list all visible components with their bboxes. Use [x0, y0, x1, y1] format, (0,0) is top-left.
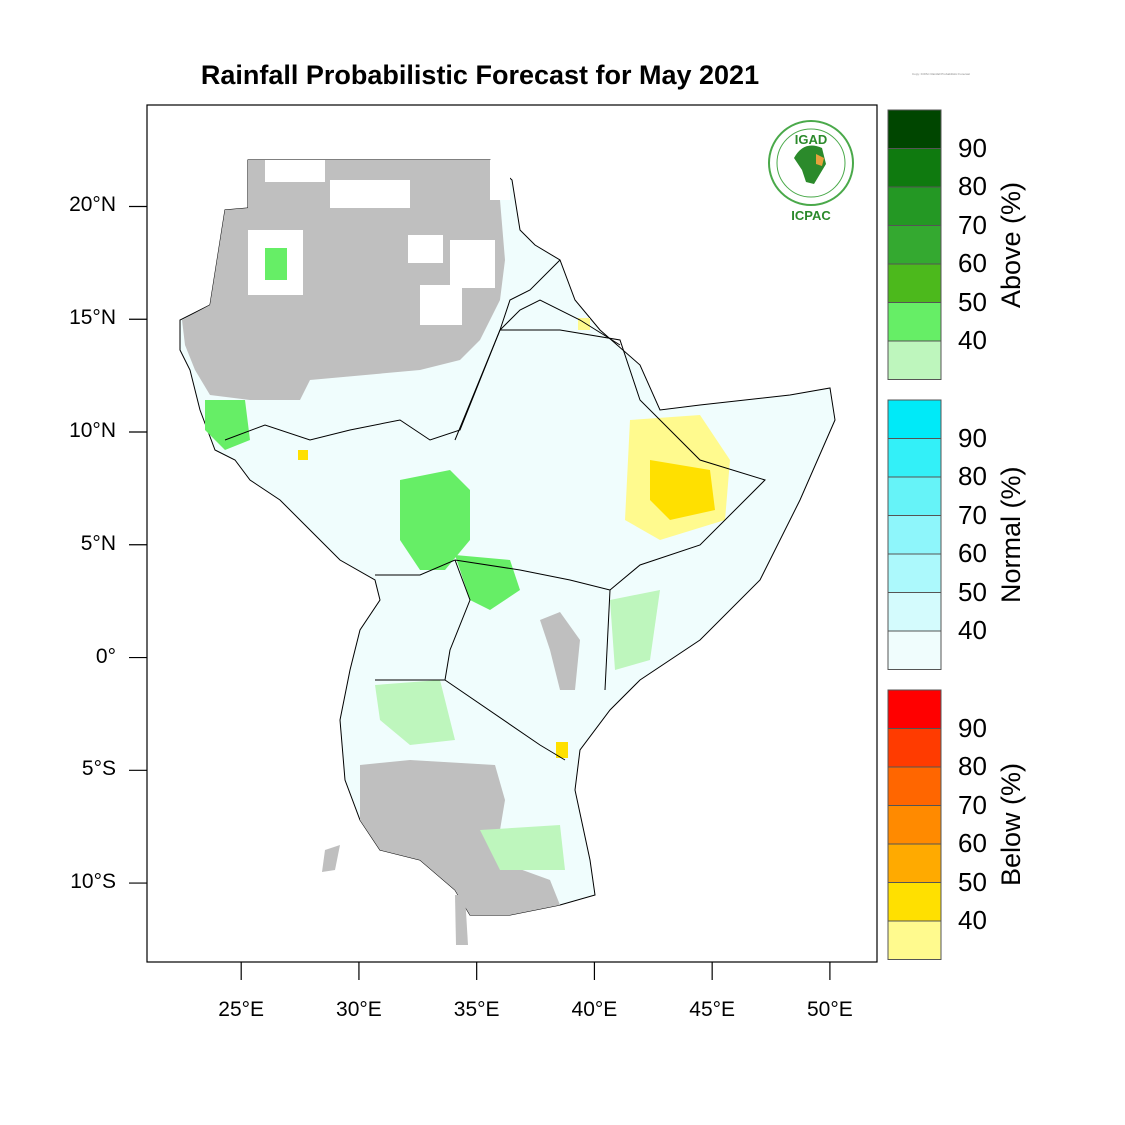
legend-swatch-normal	[887, 553, 942, 593]
legend-label-below: 40	[958, 905, 987, 935]
map-layers	[179, 159, 836, 945]
lat-tick-label: 10°S	[70, 870, 116, 894]
legend-label-normal: 90	[958, 422, 987, 453]
legend-swatch-above	[887, 225, 942, 265]
legend-label-normal: 70	[958, 499, 987, 530]
north-gap	[408, 235, 443, 263]
lon-tick-label: 45°E	[689, 998, 736, 1021]
axis-ticks	[129, 205, 831, 980]
legend-swatch-above	[887, 186, 942, 226]
north-gap	[490, 160, 510, 200]
legend-swatch-below	[887, 920, 942, 960]
legend-swatch-normal	[887, 592, 942, 632]
above-normal-somalia	[610, 590, 660, 670]
legend-title-normal: Normal (%)	[996, 466, 1026, 603]
lat-tick-label: 10°N	[69, 419, 116, 442]
north-gap	[330, 180, 410, 208]
below-normal-ogaden-core	[650, 460, 715, 520]
legend-swatch-above	[887, 340, 942, 380]
legend-swatch-below	[887, 843, 942, 883]
lon-tick-label: 35°E	[453, 998, 500, 1021]
legend-swatch-normal	[887, 630, 942, 670]
above-normal-west	[205, 400, 250, 450]
lat-tick-label: 20°N	[69, 193, 116, 217]
legend-label-below: 90	[958, 712, 987, 743]
logo-top-text: IGAD	[795, 132, 828, 147]
icpac-logo: IGAD ICPAC	[768, 120, 854, 223]
legend-swatch-above	[887, 263, 942, 303]
above-normal-tanzania	[480, 825, 565, 870]
legend-title-above: Above (%)	[996, 181, 1026, 308]
above-normal-lake	[375, 680, 455, 745]
above-normal-uganda-kenya	[455, 555, 520, 610]
legend-swatch-below	[887, 689, 942, 729]
north-green-cell	[265, 248, 287, 280]
legend-swatch-above	[887, 302, 942, 342]
no-forecast-south	[360, 760, 560, 915]
lon-tick-label: 40°E	[571, 998, 618, 1021]
north-gap	[265, 160, 325, 182]
legend-label-above: 70	[958, 209, 987, 240]
lon-tick-label: 50°E	[807, 998, 853, 1021]
above-normal-south-sudan	[400, 470, 470, 570]
legend-swatch-below	[887, 805, 942, 845]
legend-label-above: 50	[958, 286, 987, 317]
below-normal-cell	[556, 742, 568, 758]
legend-label-above: 90	[958, 132, 987, 163]
legend-label-below: 80	[958, 751, 987, 781]
legend-label-normal: 40	[958, 615, 987, 645]
legend-label-above: 60	[958, 248, 987, 278]
logo-bottom-text: ICPAC	[791, 208, 831, 223]
legend-swatch-normal	[887, 476, 942, 516]
legend-label-normal: 60	[958, 538, 987, 568]
legend-bars	[887, 109, 942, 960]
legend-swatch-above	[887, 109, 942, 149]
legend-swatch-above	[887, 148, 942, 188]
legend-swatch-below	[887, 728, 942, 768]
legend-label-above: 80	[958, 171, 987, 201]
country-borders	[224, 259, 766, 761]
legend-swatch-below	[887, 766, 942, 806]
legend-label-below: 70	[958, 789, 987, 820]
north-gap	[420, 285, 462, 325]
lon-tick-label: 25°E	[218, 998, 265, 1021]
lake-tanganyika-shape	[322, 845, 340, 872]
legend-title-below: Below (%)	[996, 763, 1026, 887]
below-normal-cell	[298, 450, 308, 460]
legend-swatch-below	[887, 882, 942, 922]
lat-tick-label: 0°	[95, 644, 116, 668]
legend-swatch-normal	[887, 515, 942, 555]
lat-tick-label: 5°N	[80, 531, 116, 555]
tiny-caption: Copy: ICPAC Rainfall Probabilistic Forec…	[912, 72, 970, 76]
legend-label-normal: 80	[958, 461, 987, 491]
no-forecast-north	[182, 160, 505, 400]
lake-malawi-shape	[455, 895, 468, 945]
lat-tick-label: 5°S	[81, 757, 116, 781]
legend-label-normal: 50	[958, 576, 987, 607]
legend-swatch-normal	[887, 438, 942, 478]
no-forecast-east	[540, 612, 580, 690]
legend-label-below: 50	[958, 866, 987, 897]
legend-label-below: 60	[958, 828, 987, 858]
north-gap	[450, 240, 495, 288]
map-title: Rainfall Probabilistic Forecast for May …	[200, 60, 760, 90]
lat-tick-label: 15°N	[69, 306, 116, 330]
lon-tick-label: 30°E	[336, 998, 382, 1021]
legend-label-above: 40	[958, 325, 987, 355]
legend-swatch-normal	[887, 399, 942, 439]
